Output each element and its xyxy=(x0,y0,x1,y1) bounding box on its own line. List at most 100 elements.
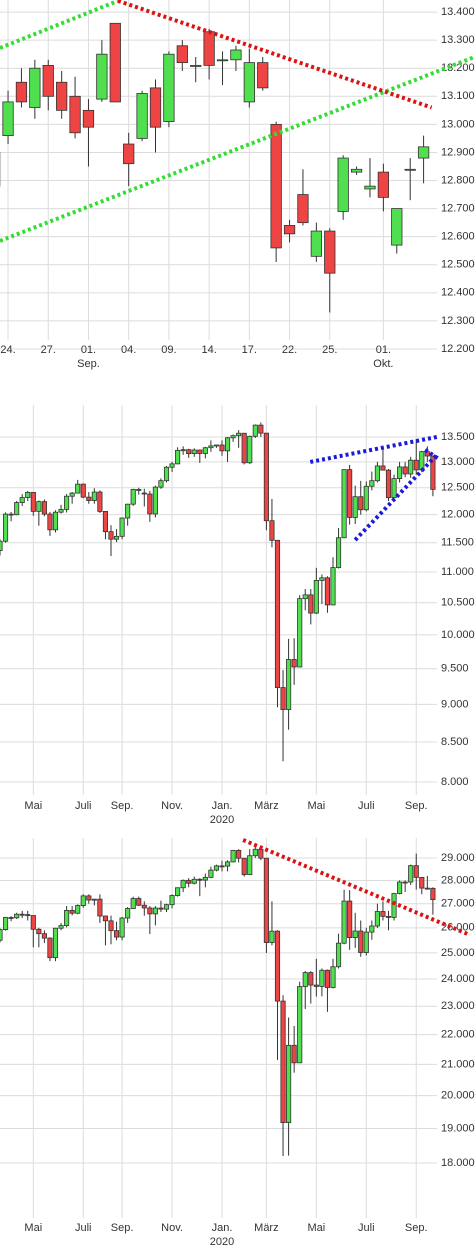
x-tick-label: 14. xyxy=(201,344,216,356)
y-tick-label: 13.500 xyxy=(441,431,475,443)
candle-body xyxy=(224,437,231,452)
candle-body xyxy=(113,930,120,938)
candle-body xyxy=(197,878,203,881)
candle-body xyxy=(123,143,135,165)
candle-body xyxy=(216,59,229,62)
trend-line xyxy=(353,453,439,542)
y-tick-label: 9.500 xyxy=(441,663,469,675)
chart-panel: 8.000 8.500 9.000 9.500 10.000 10.500 11.000 11… xyxy=(0,405,475,826)
y-tick-label: 13.000 xyxy=(441,118,475,130)
y-tick-label: 13.000 xyxy=(441,456,475,468)
candle-body xyxy=(69,95,81,134)
candle-body xyxy=(130,489,136,505)
candle-body xyxy=(280,687,286,710)
y-tick-label: 19.000 xyxy=(441,1122,475,1134)
candle-body xyxy=(14,502,20,516)
candle-body xyxy=(41,933,47,939)
candle-body xyxy=(337,157,349,212)
candle-body xyxy=(58,925,64,929)
candle-body xyxy=(391,478,397,499)
y-tick-label: 13.200 xyxy=(441,62,475,74)
candle-body xyxy=(269,520,275,541)
candle-body xyxy=(385,915,392,918)
x-sublabel: 2020 xyxy=(210,814,234,826)
candle-body xyxy=(324,230,336,274)
y-tick-label: 11.000 xyxy=(441,566,474,578)
candle-body xyxy=(347,469,353,518)
candle-body xyxy=(297,194,309,224)
x-tick-label: Mai xyxy=(24,800,42,812)
candle-body xyxy=(224,861,231,867)
x-sublabel: 2020 xyxy=(210,1236,234,1248)
y-tick-label: 13.300 xyxy=(441,34,475,46)
candle-body xyxy=(341,900,347,944)
trend-line xyxy=(0,0,119,50)
candle-body xyxy=(274,930,281,1002)
candle-body xyxy=(36,501,42,512)
x-tick-label: Juli xyxy=(75,800,92,812)
y-tick-label: 13.400 xyxy=(441,6,475,18)
candle-body xyxy=(408,865,414,883)
chart-panel: 12.200 12.300 12.400 12.500 12.600 12.700 12.8… xyxy=(0,0,475,370)
candle-body xyxy=(269,930,275,943)
candle-body xyxy=(347,900,353,939)
candle-body xyxy=(358,496,364,511)
candle-body xyxy=(2,917,9,930)
candle-body xyxy=(190,65,202,67)
candle-body xyxy=(402,466,408,475)
candle-body xyxy=(130,898,136,909)
trend-line xyxy=(117,0,433,110)
candle-body xyxy=(252,424,258,437)
candle-body xyxy=(25,914,31,917)
candle-body xyxy=(30,915,36,930)
y-tick-label: 8.500 xyxy=(441,736,469,748)
candle-body xyxy=(91,898,97,901)
candle-body xyxy=(424,887,430,890)
trend-line xyxy=(242,838,471,937)
candle-body xyxy=(236,432,242,437)
candle-body xyxy=(47,513,53,531)
candle-body xyxy=(109,22,121,103)
candle-body xyxy=(319,969,325,987)
candle-body xyxy=(125,503,131,519)
candle-body xyxy=(208,445,214,449)
y-tick-label: 11.500 xyxy=(441,537,474,549)
y-tick-label: 26.000 xyxy=(441,922,475,934)
x-tick-label: Sep. xyxy=(405,1222,428,1234)
candle-body xyxy=(369,480,375,487)
candle-body xyxy=(113,535,120,540)
candle-body xyxy=(230,435,236,439)
y-tick-label: 21.000 xyxy=(441,1058,475,1070)
candle-body xyxy=(252,848,258,857)
candle-body xyxy=(25,491,31,498)
y-tick-label: 23.000 xyxy=(441,1000,475,1012)
candle-body xyxy=(75,483,81,494)
candle-body xyxy=(64,495,70,510)
candle-body xyxy=(15,81,28,103)
candle-body xyxy=(0,929,3,941)
candle-body xyxy=(42,65,54,97)
candle-body xyxy=(80,895,86,906)
candle-body xyxy=(258,848,264,859)
candle-body xyxy=(141,904,147,909)
candle-body xyxy=(283,225,296,235)
candle-body xyxy=(430,455,436,490)
x-tick-label: 25. xyxy=(322,344,337,356)
candle-body xyxy=(380,911,386,917)
candle-body xyxy=(8,917,14,919)
candle-body xyxy=(291,659,297,668)
candle-body xyxy=(191,878,197,884)
y-tick-label: 20.000 xyxy=(441,1090,475,1102)
candle-body xyxy=(2,513,9,542)
candle-body xyxy=(408,459,414,475)
candle-body xyxy=(274,539,281,688)
candle-body xyxy=(119,517,125,537)
candle-body xyxy=(302,972,308,987)
candle-body xyxy=(169,463,175,468)
candle-body xyxy=(91,491,97,501)
candle-body xyxy=(52,511,59,531)
candle-body xyxy=(203,31,215,66)
candle-body xyxy=(385,469,392,499)
candle-body xyxy=(119,917,125,938)
